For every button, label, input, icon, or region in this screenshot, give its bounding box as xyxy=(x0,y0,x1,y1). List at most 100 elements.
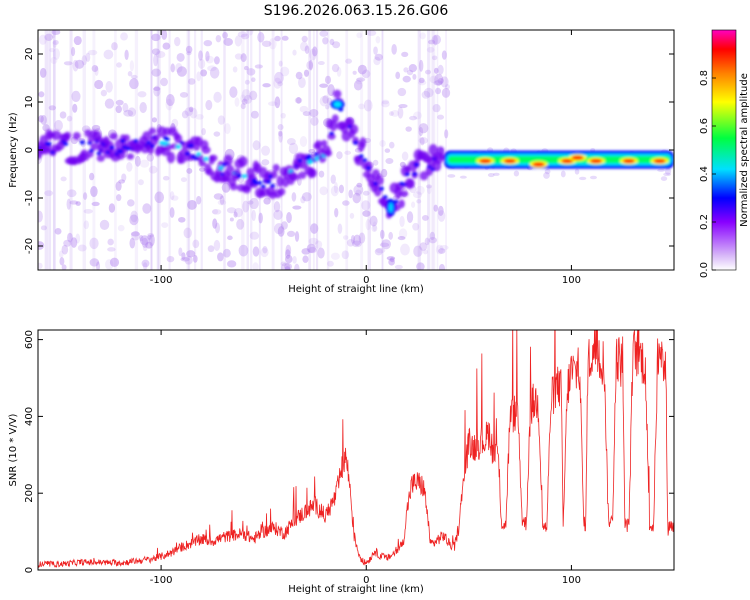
spectrogram-noise-blob xyxy=(366,30,377,36)
spectrogram-ridge-blob xyxy=(223,154,233,166)
spectrogram-noise-blob xyxy=(99,219,110,230)
spectrogram-noise-blob xyxy=(419,32,426,40)
spectrogram-noise-blob xyxy=(324,75,332,85)
spectrogram-noise-blob xyxy=(60,176,67,182)
spectrogram-noise-blob xyxy=(243,65,249,71)
spectrogram-noise-blob xyxy=(433,67,439,74)
spectrogram-ridge-blob xyxy=(314,140,323,149)
spectrogram-noise-blob xyxy=(309,48,317,61)
spectrogram-noise-blob xyxy=(292,256,297,264)
spectrogram-noise-blob xyxy=(232,66,238,73)
spectrogram-noise-blob xyxy=(61,264,67,270)
spectrogram-noise-blob xyxy=(115,105,122,114)
spectrogram-noise-blob xyxy=(129,214,139,226)
spectrogram-noise-blob xyxy=(151,68,162,77)
spectrogram-noise-blob xyxy=(330,174,336,184)
spectrogram-noise-blob xyxy=(234,53,243,60)
spectrogram-noise-blob xyxy=(104,98,115,109)
spectrogram-streak xyxy=(427,30,430,270)
spectrogram-noise-blob xyxy=(308,148,316,154)
spectrogram-noise-blob xyxy=(241,89,251,101)
spectrogram-noise-blob xyxy=(388,231,393,240)
spectrogram-noise-blob xyxy=(356,32,363,39)
spectrogram-noise-blob xyxy=(317,247,325,259)
spectrogram-noise-blob xyxy=(344,150,352,155)
spectrogram-ridge-blob xyxy=(419,171,429,181)
spectrogram-noise-blob xyxy=(319,30,329,37)
spectrogram-ridge-core xyxy=(89,148,95,153)
spectrogram-noise-blob xyxy=(171,195,179,201)
spectrogram-noise-blob xyxy=(198,167,206,172)
spectrogram-ridge-blob xyxy=(126,153,135,160)
spectrogram-ridge-blob xyxy=(174,134,183,144)
spectrogram-noise-blob xyxy=(419,242,428,251)
spectrogram-ridge-core xyxy=(63,141,69,146)
spectrogram-noise-blob xyxy=(115,181,122,192)
spectrogram-ridge-hotspot xyxy=(175,144,181,149)
spectrogram-noise-blob xyxy=(215,34,222,43)
spectrogram-ridge-core xyxy=(414,162,420,167)
spectrogram-noise-blob xyxy=(447,174,456,178)
spectrogram-noise-blob xyxy=(415,185,425,195)
spectrogram-noise-blob xyxy=(75,233,81,244)
spectrogram-noise-blob xyxy=(186,168,193,174)
spectrogram-noise-blob xyxy=(444,84,450,90)
spectrogram-dip-core xyxy=(388,202,394,213)
spectrogram-noise-blob xyxy=(424,237,430,246)
spectrogram-noise-blob xyxy=(413,245,423,257)
spectrogram-noise-blob xyxy=(38,210,43,223)
spectrogram-streak xyxy=(445,30,447,270)
spectrogram-noise-blob xyxy=(130,210,138,223)
spectrogram-noise-blob xyxy=(459,175,467,179)
spectrogram-noise-blob xyxy=(437,210,446,222)
spectrogram-noise-blob xyxy=(105,259,114,270)
spectrogram-noise-blob xyxy=(251,77,256,83)
spectrogram-noise-blob xyxy=(298,77,306,89)
spectrogram-noise-blob xyxy=(250,110,259,119)
spectrogram-noise-blob xyxy=(418,77,425,84)
spectrogram-noise-blob xyxy=(365,218,371,231)
spectrogram-noise-blob xyxy=(433,204,438,212)
spectrogram-noise-blob xyxy=(44,190,54,197)
spectrogram-noise-blob xyxy=(386,256,396,261)
spectrogram-noise-blob xyxy=(379,242,390,248)
spectrogram-noise-blob xyxy=(352,70,357,75)
spectrogram-ridge-core xyxy=(260,184,266,189)
spectrogram-noise-blob xyxy=(427,39,436,45)
spectrogram-noise-blob xyxy=(278,131,283,143)
spectrogram-noise-blob xyxy=(389,111,394,116)
spectrogram-ridge-blob xyxy=(309,168,317,178)
spectrogram-noise-blob xyxy=(165,93,175,106)
spectrogram-noise-blob xyxy=(294,231,300,242)
spectrogram-noise-blob xyxy=(413,111,422,120)
spectrogram-noise-blob xyxy=(147,234,152,240)
spectrogram-band-hotspot-core xyxy=(653,158,666,164)
spectrogram-ridge-core xyxy=(79,140,85,145)
figure-title: S196.2026.063.15.26.G06 xyxy=(264,3,449,19)
spectrogram-noise-blob xyxy=(146,153,155,162)
spectrogram-noise-blob xyxy=(444,129,449,139)
spectrogram-ridge-blob xyxy=(84,129,92,138)
spectrogram-noise-blob xyxy=(91,124,101,132)
spectrogram-noise-blob xyxy=(284,263,293,270)
spectrogram-noise-blob xyxy=(139,234,144,242)
spectrogram-noise-blob xyxy=(285,244,292,257)
spectrogram-ridge-core xyxy=(382,195,388,200)
spectrogram-noise-blob xyxy=(423,87,434,98)
spectrogram-noise-blob xyxy=(227,260,237,268)
spectrogram-ridge-blob xyxy=(152,134,160,141)
spectrogram-noise-blob xyxy=(421,215,429,221)
spectrogram-ridge-blob xyxy=(64,131,71,140)
spectrogram-noise-blob xyxy=(263,197,271,205)
spectrogram-noise-blob xyxy=(54,120,63,131)
spectrogram-noise-blob xyxy=(353,80,363,91)
spectrogram-noise-blob xyxy=(123,109,134,117)
spectrogram-band-hotspot-core xyxy=(590,158,603,164)
spectrogram-noise-blob xyxy=(160,77,168,87)
spectrogram-noise-blob xyxy=(351,240,362,248)
spectrogram-noise-blob xyxy=(437,114,445,120)
spectrogram-ridge-hotspot xyxy=(242,174,248,179)
spectrogram-streak xyxy=(188,30,191,270)
spectrogram-ridge-blob xyxy=(321,139,328,147)
spectrogram-noise-blob xyxy=(82,192,88,200)
